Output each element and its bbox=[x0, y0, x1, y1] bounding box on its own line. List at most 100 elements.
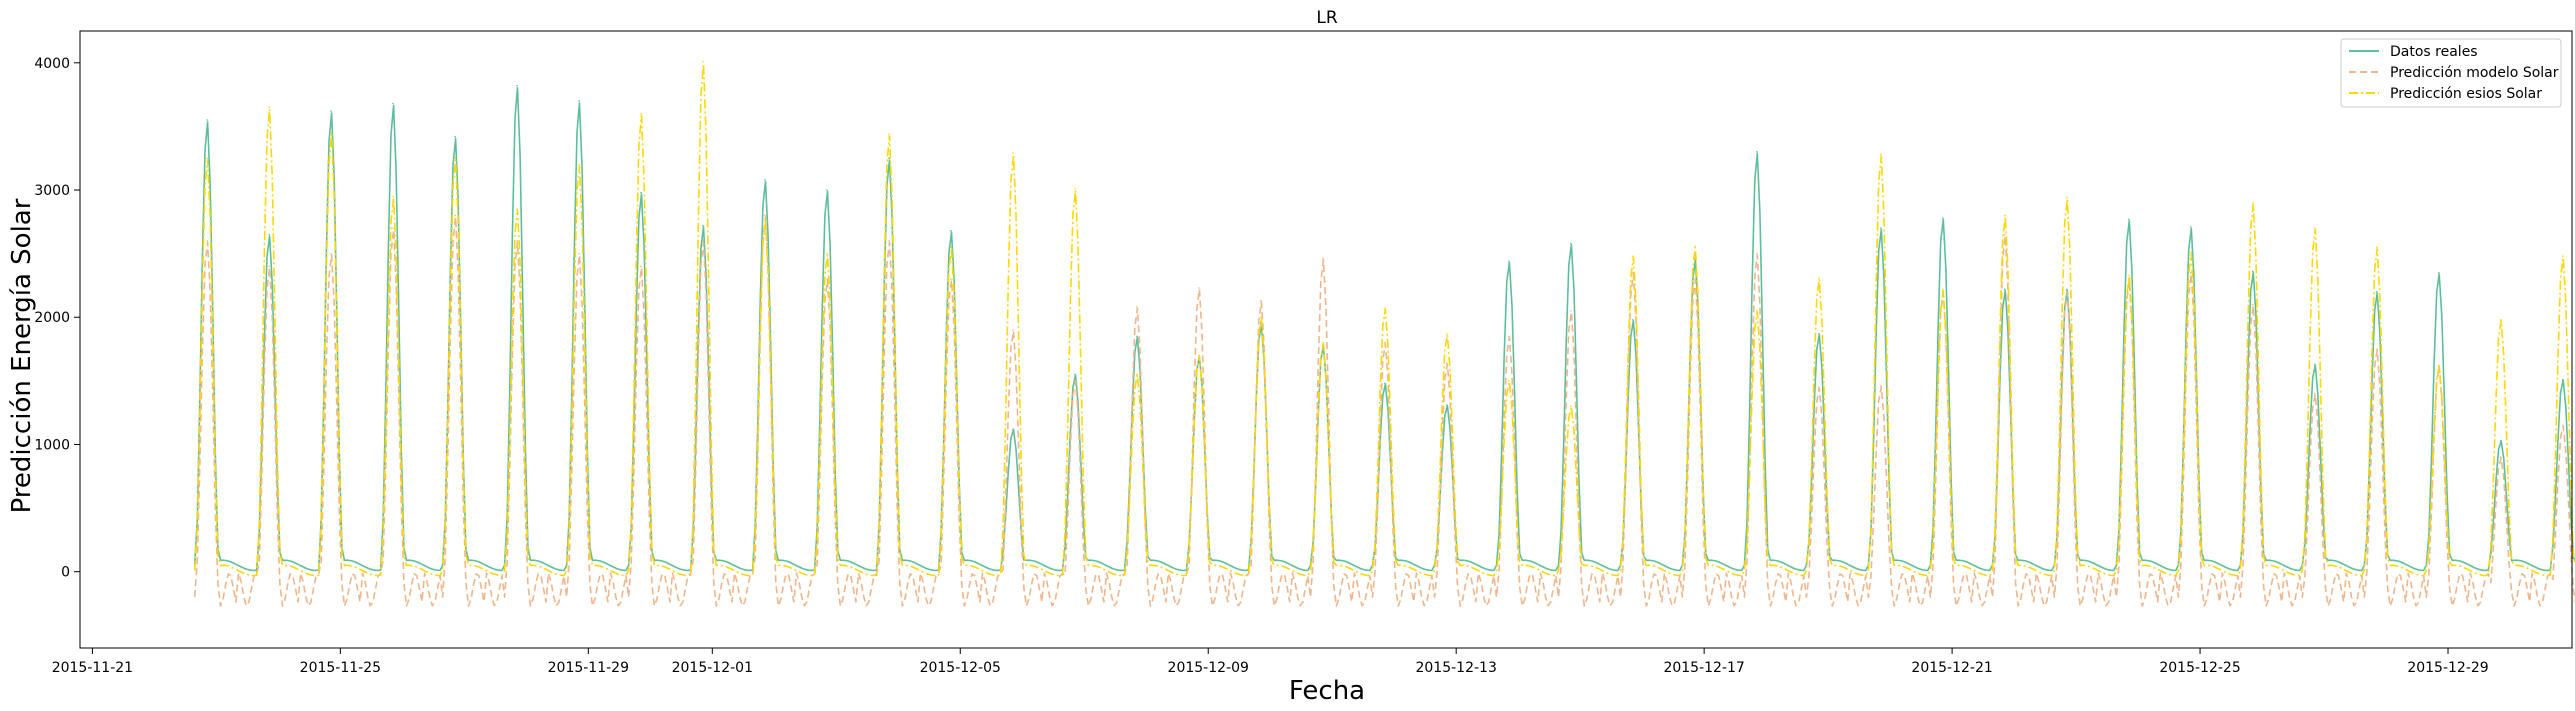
series-2-peak-point-36 bbox=[2437, 364, 2440, 367]
series-1-peak-point-9 bbox=[764, 214, 766, 217]
series-1-peak-point-38 bbox=[2561, 424, 2564, 427]
series-1-peak-point-29 bbox=[2003, 233, 2006, 236]
series-2-peak-point-37 bbox=[2499, 318, 2502, 321]
y-axis-label: Predicción Energía Solar bbox=[7, 198, 37, 513]
series-0-peak-point-28 bbox=[1942, 217, 1944, 219]
x-tick-label-9: 2015-12-25 bbox=[2159, 660, 2240, 676]
series-1-peak-point-12 bbox=[950, 278, 952, 280]
series-2-peak-point-3 bbox=[392, 195, 394, 198]
series-2-peak-point-30 bbox=[2065, 196, 2068, 199]
chart-title: LR bbox=[1316, 8, 1337, 28]
plot-frame bbox=[79, 30, 2573, 649]
series-2-peak-point-25 bbox=[1756, 310, 1758, 312]
series-2-peak-point-4 bbox=[454, 157, 456, 160]
series-1-peak-point-33 bbox=[2251, 303, 2254, 306]
series-1-peak-point-24 bbox=[1694, 278, 1696, 280]
series-2-peak-point-26 bbox=[1818, 277, 1820, 279]
series-0-peak-point-3 bbox=[392, 102, 394, 105]
series-0-peak-point-37 bbox=[2499, 439, 2502, 442]
series-1-peak-point-8 bbox=[702, 240, 704, 242]
x-tick-label-2: 2015-11-29 bbox=[548, 660, 629, 676]
series-0-peak-point-19 bbox=[1384, 382, 1386, 385]
x-tick-label-1: 2015-11-25 bbox=[300, 660, 381, 676]
series-1-peak-point-10 bbox=[826, 278, 828, 280]
series-2-peak-point-5 bbox=[516, 208, 518, 210]
series-2-peak-point-33 bbox=[2251, 201, 2254, 204]
series-2-peak-point-0 bbox=[206, 157, 208, 160]
series-0-peak-point-11 bbox=[888, 157, 890, 160]
series-0-peak-point-8 bbox=[702, 224, 704, 227]
series-2-peak-point-9 bbox=[764, 219, 766, 222]
series-1-peak-point-13 bbox=[1012, 329, 1014, 331]
series-0-peak-point-20 bbox=[1446, 404, 1448, 406]
series-2-peak-point-1 bbox=[268, 106, 270, 109]
series-1-peak-point-15 bbox=[1136, 306, 1138, 308]
series-1-peak-point-21 bbox=[1508, 335, 1510, 338]
series-layer bbox=[193, 60, 2575, 607]
series-1-peak-point-5 bbox=[516, 240, 518, 242]
series-0-peak-point-35 bbox=[2375, 290, 2378, 293]
series-1-peak-point-26 bbox=[1818, 386, 1820, 389]
series-0-peak-point-26 bbox=[1818, 332, 1820, 335]
series-2-peak-point-23 bbox=[1632, 255, 1634, 257]
series-2-peak-point-10 bbox=[826, 252, 828, 255]
series-0-peak-point-4 bbox=[454, 135, 456, 138]
series-1-peak-point-16 bbox=[1198, 287, 1200, 289]
series-1-peak-point-34 bbox=[2313, 392, 2316, 395]
series-line-2 bbox=[193, 62, 2575, 577]
series-0-peak-point-1 bbox=[268, 233, 270, 236]
series-0-peak-point-0 bbox=[206, 119, 208, 121]
series-1-peak-point-17 bbox=[1260, 299, 1262, 302]
series-1-peak-point-32 bbox=[2189, 271, 2192, 274]
x-tick-label-3: 2015-12-01 bbox=[672, 660, 753, 676]
series-2-peak-point-18 bbox=[1322, 341, 1324, 344]
series-0-peak-point-32 bbox=[2189, 226, 2192, 228]
series-2-peak-point-15 bbox=[1136, 373, 1138, 376]
x-tick-label-4: 2015-12-05 bbox=[920, 660, 1001, 676]
series-1-peak-point-22 bbox=[1570, 310, 1572, 312]
y-tick-label-4000: 4000 bbox=[34, 56, 70, 72]
series-1-peak-point-18 bbox=[1322, 257, 1324, 260]
series-2-peak-point-8 bbox=[702, 60, 704, 63]
series-0-peak-point-27 bbox=[1880, 227, 1882, 229]
series-0-peak-point-12 bbox=[950, 229, 952, 232]
series-1-peak-point-4 bbox=[454, 214, 456, 217]
y-tick-label-3000: 3000 bbox=[34, 183, 70, 199]
series-2-peak-point-24 bbox=[1694, 245, 1696, 247]
series-2-peak-point-13 bbox=[1012, 152, 1014, 154]
series-0-peak-point-23 bbox=[1632, 318, 1634, 321]
series-1-peak-point-27 bbox=[1880, 385, 1882, 387]
x-tick-label-5: 2015-12-09 bbox=[1168, 660, 1249, 676]
series-2-peak-point-17 bbox=[1260, 316, 1262, 319]
series-2-peak-point-6 bbox=[578, 163, 580, 166]
series-2-peak-point-20 bbox=[1446, 332, 1448, 335]
series-1-peak-point-3 bbox=[392, 227, 394, 229]
series-1-peak-point-2 bbox=[330, 252, 332, 255]
series-2-peak-point-29 bbox=[2003, 214, 2006, 217]
series-1-peak-point-11 bbox=[888, 240, 890, 242]
series-1-peak-point-0 bbox=[206, 240, 208, 242]
series-0-peak-point-14 bbox=[1074, 373, 1076, 376]
series-1-peak-point-19 bbox=[1384, 341, 1386, 344]
series-0-peak-point-6 bbox=[578, 100, 580, 102]
x-tick-label-10: 2015-12-29 bbox=[2407, 660, 2488, 676]
legend-box bbox=[2340, 38, 2562, 108]
ticks-layer: 0 1000 2000 3000 4000 2015-11-21 2015-11-25 201… bbox=[34, 56, 2488, 676]
series-0-peak-point-29 bbox=[2003, 288, 2006, 291]
legend-label-datos-reales: Datos reales bbox=[2390, 44, 2478, 60]
series-0-peak-point-33 bbox=[2251, 270, 2254, 273]
series-1-peak-point-30 bbox=[2065, 290, 2068, 293]
series-0-peak-point-34 bbox=[2313, 363, 2316, 366]
series-1-peak-point-7 bbox=[640, 265, 642, 268]
series-0-peak-point-38 bbox=[2561, 378, 2564, 381]
series-0-peak-point-10 bbox=[826, 189, 828, 191]
series-2-peak-point-12 bbox=[950, 246, 952, 249]
legend-label-prediccion-esios: Predicción esios Solar bbox=[2390, 86, 2542, 102]
y-tick-label-1000: 1000 bbox=[34, 437, 70, 453]
legend: Datos reales Predicción modelo Solar Pre… bbox=[2340, 38, 2562, 108]
series-2-peak-point-2 bbox=[330, 131, 332, 134]
series-2-peak-point-31 bbox=[2127, 274, 2130, 277]
series-2-peak-point-7 bbox=[640, 112, 642, 115]
series-line-1 bbox=[193, 216, 2575, 607]
